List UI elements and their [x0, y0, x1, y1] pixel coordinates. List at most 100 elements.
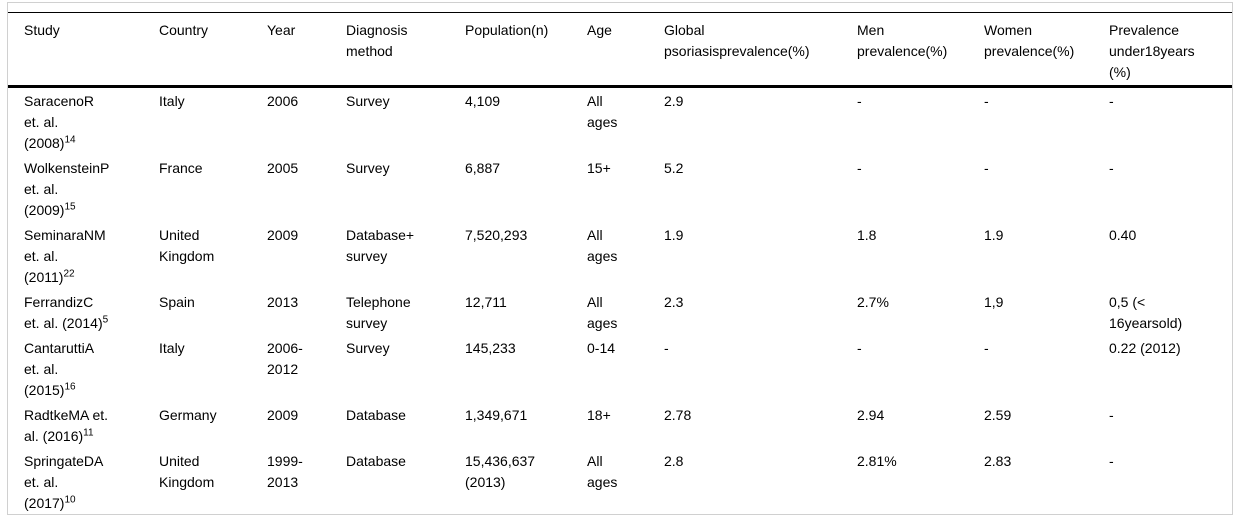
cell-women-prevalence: - — [984, 93, 989, 109]
cell-global-prevalence: 2.3 — [664, 294, 684, 310]
cell-women-prevalence: - — [984, 340, 989, 356]
col-header-under18-prevalence: Prevalence under18years (%) — [1109, 12, 1232, 88]
cell-year: 2006 — [267, 93, 299, 109]
reference-number: 10 — [64, 494, 76, 506]
cell-country: Germany — [159, 407, 217, 423]
cell-age: All ages — [587, 227, 618, 264]
reference-number: 11 — [83, 427, 94, 439]
cell-population: 1,349,671 — [465, 407, 528, 423]
cell-diagnosis-method: Database — [346, 407, 406, 423]
cell-population: 12,711 — [465, 294, 507, 310]
cell-diagnosis-method: Survey — [346, 160, 390, 176]
table-frame: Study Country Year Diagnosis method Popu… — [7, 2, 1233, 515]
study-citation-text: SpringateDA et. al. (2017) — [24, 453, 103, 511]
table-row: SpringateDA et. al. (2017)10 United King… — [8, 448, 1232, 514]
cell-age: All ages — [587, 453, 618, 490]
psoriasis-prevalence-table: Study Country Year Diagnosis method Popu… — [8, 12, 1232, 514]
table-row: FerrandizC et. al. (2014)5 Spain 2013 Te… — [8, 289, 1232, 335]
cell-study: RadtkeMA et. al. (2016)11 — [8, 402, 159, 448]
cell-women-prevalence: 1,9 — [984, 294, 1004, 310]
cell-under18-prevalence: - — [1109, 407, 1114, 423]
table-row: SaracenoR et. al. (2008)14 Italy 2006 Su… — [8, 87, 1232, 156]
study-citation-text: SeminaraNM et. al. (2011) — [24, 227, 106, 285]
cell-age: All ages — [587, 294, 618, 331]
table-row: WolkensteinP et. al. (2009)15 France 200… — [8, 155, 1232, 222]
study-citation-text: WolkensteinP et. al. (2009) — [24, 160, 110, 218]
study-citation-text: FerrandizC et. al. (2014) — [24, 294, 103, 331]
cell-under18-prevalence: 0.40 — [1109, 227, 1137, 243]
cell-men-prevalence: 2.94 — [857, 407, 885, 423]
col-header-country: Country — [159, 12, 267, 88]
cell-study: SeminaraNM et. al. (2011)22 — [8, 222, 159, 289]
cell-year: 2006-2012 — [267, 340, 303, 377]
cell-diagnosis-method: Survey — [346, 340, 390, 356]
cell-diagnosis-method: Telephone survey — [346, 294, 411, 331]
cell-men-prevalence: 2.7% — [857, 294, 889, 310]
cell-under18-prevalence: - — [1109, 93, 1114, 109]
cell-country: Italy — [159, 93, 185, 109]
cell-men-prevalence: - — [857, 93, 862, 109]
cell-women-prevalence: 1.9 — [984, 227, 1004, 243]
cell-country: France — [159, 160, 203, 176]
cell-country: Spain — [159, 294, 195, 310]
cell-under18-prevalence: - — [1109, 453, 1114, 469]
cell-year: 2005 — [267, 160, 299, 176]
cell-study: SpringateDA et. al. (2017)10 — [8, 448, 159, 514]
cell-women-prevalence: - — [984, 160, 989, 176]
cell-year: 2013 — [267, 294, 299, 310]
cell-global-prevalence: - — [664, 340, 669, 356]
col-header-diagnosis-method: Diagnosis method — [346, 12, 465, 88]
cell-country: United Kingdom — [159, 453, 215, 490]
cell-year: 2009 — [267, 407, 299, 423]
cell-age: 0-14 — [587, 340, 616, 356]
study-citation-text: CantaruttiA et. al. (2015) — [24, 340, 94, 398]
cell-under18-prevalence: 0,5 (< 16yearsold) — [1109, 294, 1183, 331]
cell-global-prevalence: 2.8 — [664, 453, 684, 469]
cell-diagnosis-method: Survey — [346, 93, 390, 109]
cell-study: CantaruttiA et. al. (2015)16 — [8, 335, 159, 402]
cell-population: 7,520,293 — [465, 227, 528, 243]
cell-year: 2009 — [267, 227, 299, 243]
col-header-year: Year — [267, 12, 346, 88]
col-header-study: Study — [8, 12, 159, 88]
table-row: RadtkeMA et. al. (2016)11 Germany 2009 D… — [8, 402, 1232, 448]
cell-global-prevalence: 2.78 — [664, 407, 692, 423]
header-row: Study Country Year Diagnosis method Popu… — [8, 12, 1232, 88]
cell-country: United Kingdom — [159, 227, 215, 264]
cell-global-prevalence: 5.2 — [664, 160, 684, 176]
reference-number: 22 — [63, 268, 75, 280]
study-citation-text: RadtkeMA et. al. (2016) — [24, 407, 109, 444]
reference-number: 14 — [64, 134, 76, 146]
cell-men-prevalence: 1.8 — [857, 227, 877, 243]
cell-global-prevalence: 1.9 — [664, 227, 684, 243]
cell-country: Italy — [159, 340, 185, 356]
cell-population: 15,436,637 (2013) — [465, 453, 536, 490]
cell-men-prevalence: 2.81% — [857, 453, 897, 469]
study-citation-text: SaracenoR et. al. (2008) — [24, 93, 95, 151]
cell-age: 15+ — [587, 160, 611, 176]
cell-women-prevalence: 2.83 — [984, 453, 1012, 469]
cell-men-prevalence: - — [857, 160, 862, 176]
cell-under18-prevalence: - — [1109, 160, 1114, 176]
cell-under18-prevalence: 0.22 (2012) — [1109, 340, 1181, 356]
cell-study: SaracenoR et. al. (2008)14 — [8, 87, 159, 156]
reference-number: 5 — [102, 314, 109, 326]
cell-diagnosis-method: Database+ survey — [346, 227, 415, 264]
cell-population: 6,887 — [465, 160, 501, 176]
col-header-age: Age — [587, 12, 664, 88]
cell-age: 18+ — [587, 407, 611, 423]
col-header-women-prevalence: Women prevalence(%) — [984, 12, 1109, 88]
col-header-global-prevalence: Global psoriasisprevalence(%) — [664, 12, 857, 88]
table-row: SeminaraNM et. al. (2011)22 United Kingd… — [8, 222, 1232, 289]
cell-men-prevalence: - — [857, 340, 862, 356]
cell-population: 4,109 — [465, 93, 501, 109]
cell-study: FerrandizC et. al. (2014)5 — [8, 289, 159, 335]
cell-diagnosis-method: Database — [346, 453, 406, 469]
cell-women-prevalence: 2.59 — [984, 407, 1012, 423]
table-row: CantaruttiA et. al. (2015)16 Italy 2006-… — [8, 335, 1232, 402]
cell-study: WolkensteinP et. al. (2009)15 — [8, 155, 159, 222]
cell-population: 145,233 — [465, 340, 516, 356]
col-header-men-prevalence: Men prevalence(%) — [857, 12, 984, 88]
cell-global-prevalence: 2.9 — [664, 93, 684, 109]
cell-age: All ages — [587, 93, 618, 130]
